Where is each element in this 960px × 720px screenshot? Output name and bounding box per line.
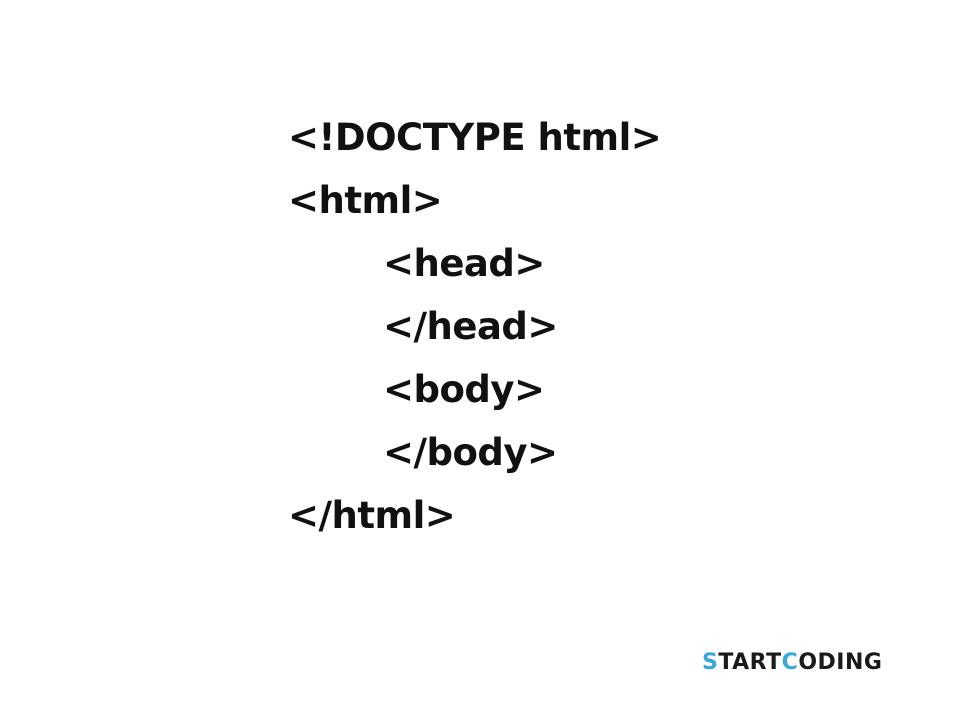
code-line: </body> xyxy=(383,431,558,474)
code-line: </head> xyxy=(383,305,558,348)
code-line: <body> xyxy=(383,368,545,411)
code-line: <!DOCTYPE html> xyxy=(288,116,662,159)
logo: STARTCODING xyxy=(702,650,882,675)
code-line: </html> xyxy=(288,494,456,537)
code-line: <html> xyxy=(288,179,443,222)
code-block: <!DOCTYPE html> <html> <head> </head> <b… xyxy=(288,106,662,547)
logo-part: S xyxy=(702,650,719,675)
code-line: <head> xyxy=(383,242,545,285)
logo-part: ODING xyxy=(798,650,883,675)
logo-part: TART xyxy=(718,650,782,675)
logo-part: C xyxy=(781,650,799,675)
